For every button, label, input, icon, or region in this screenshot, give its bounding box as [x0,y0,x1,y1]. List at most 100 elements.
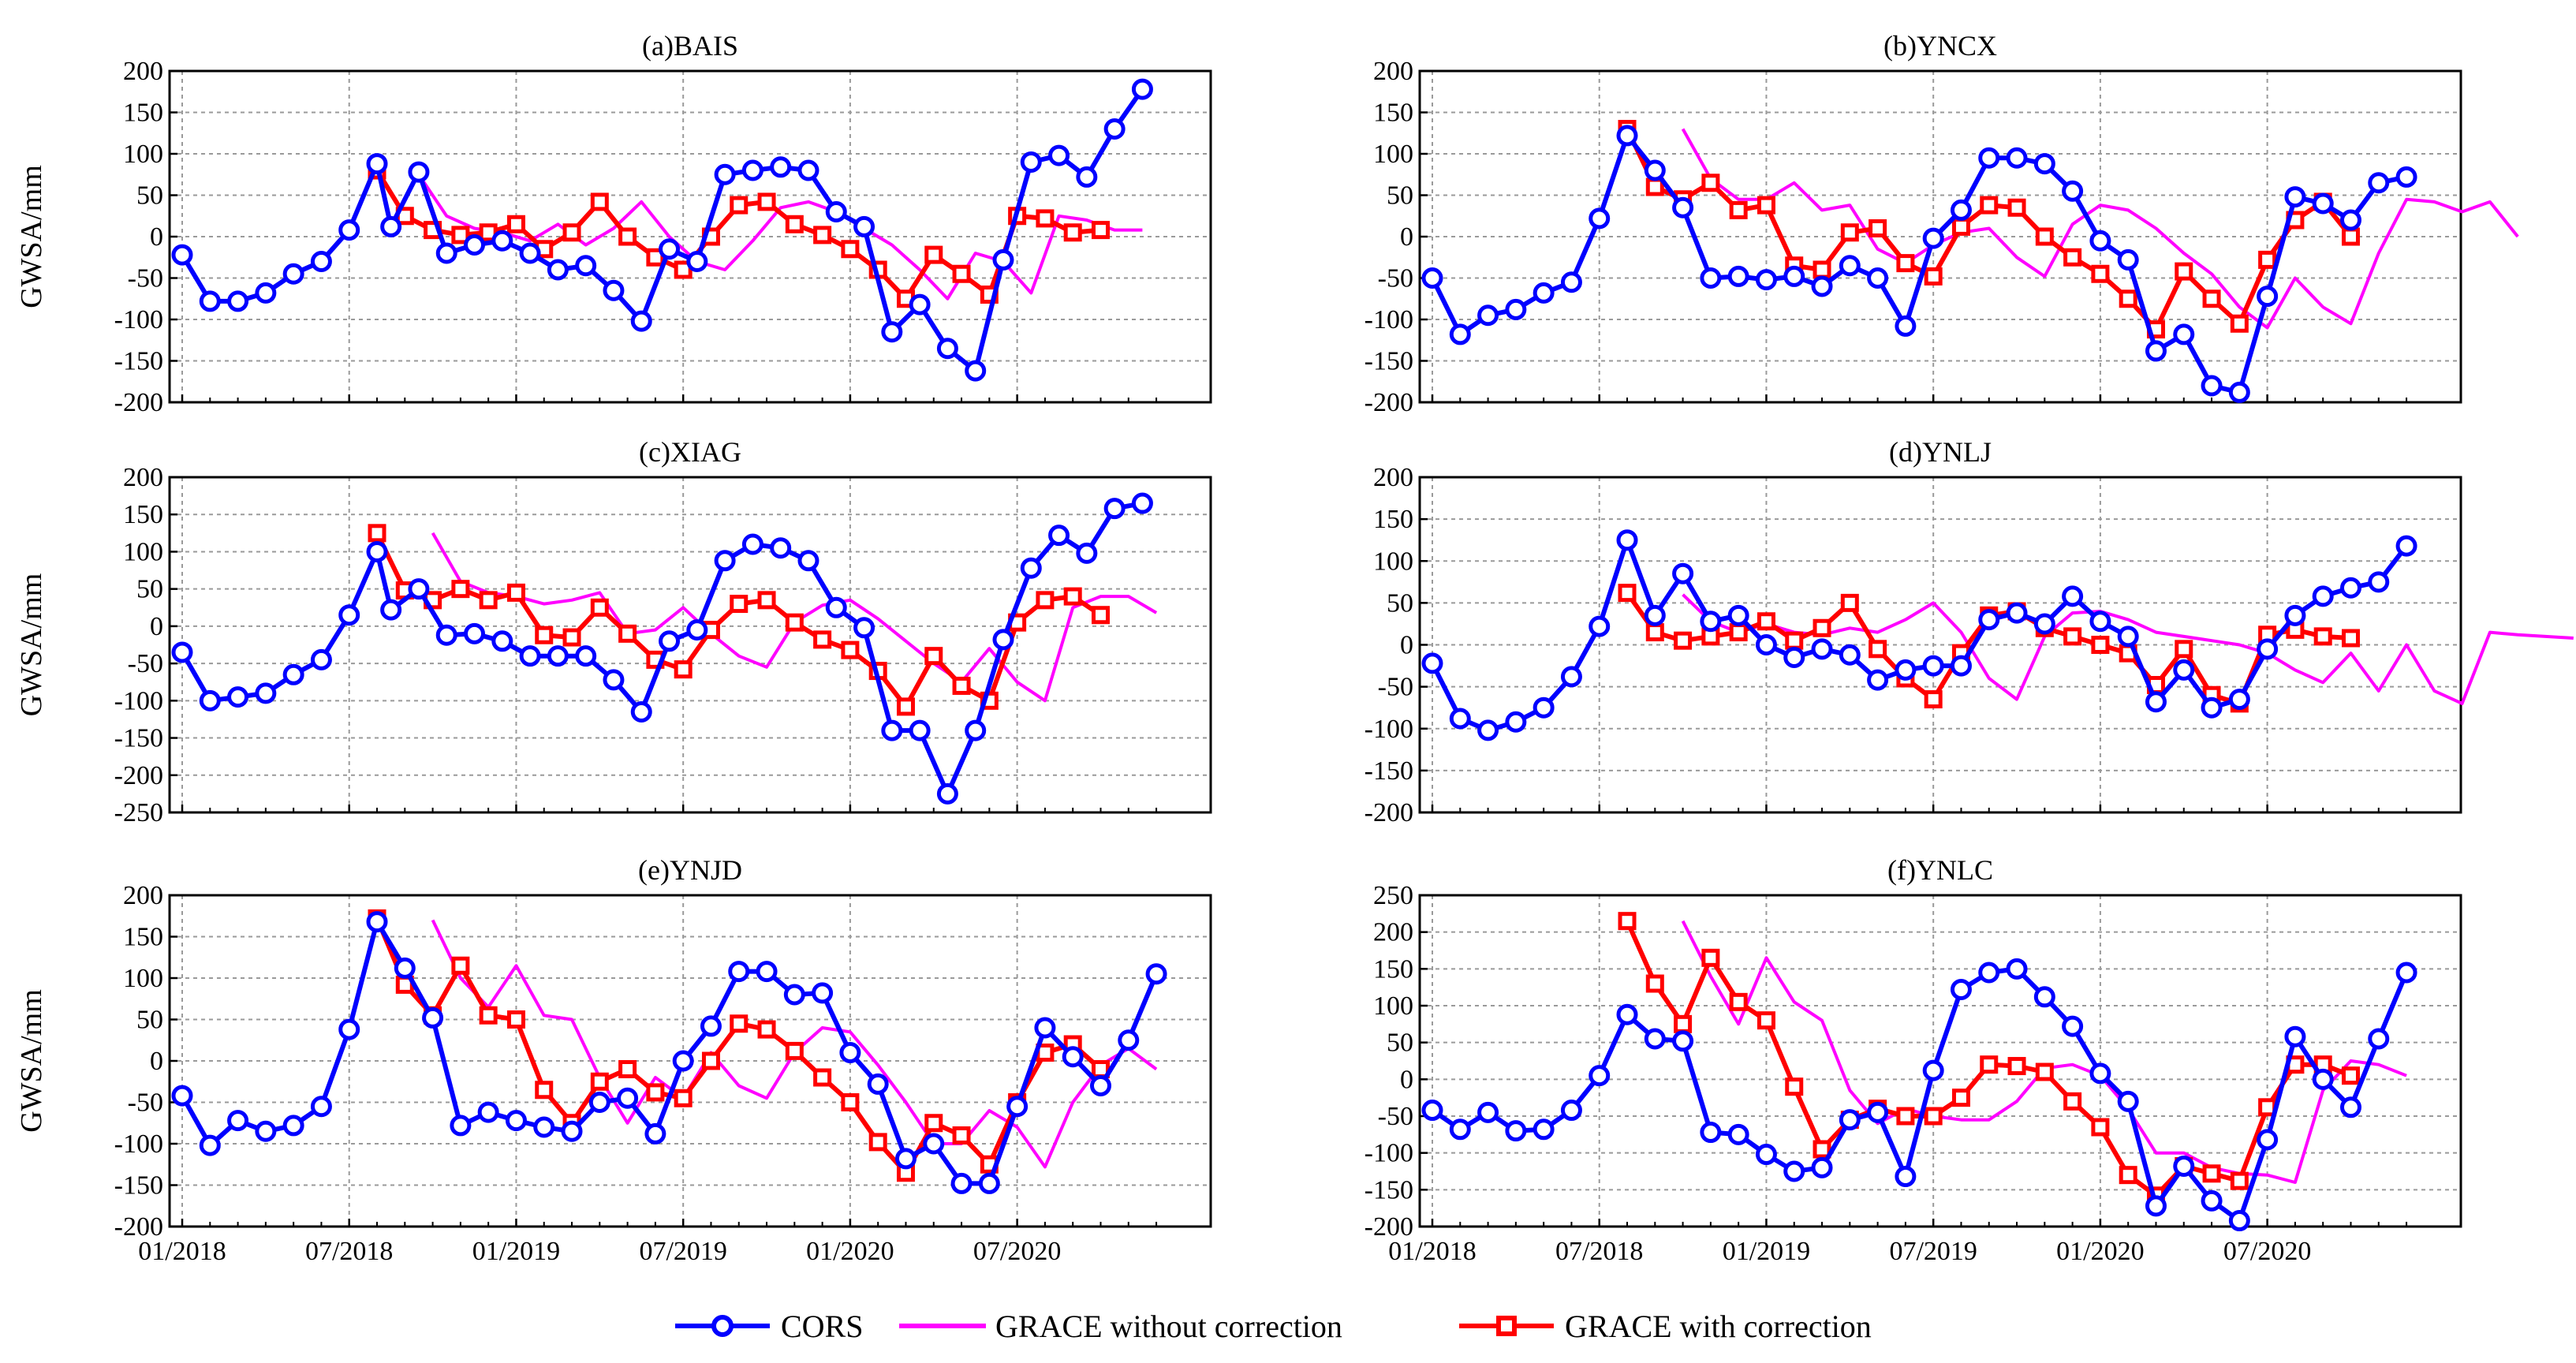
cors-point [992,629,1014,651]
cors-point [1560,271,1582,293]
cors-point [1867,267,1889,289]
cors-point [408,161,430,183]
cors-point [1020,151,1042,173]
grace-cor-point [757,192,776,211]
cors-point [617,1087,639,1109]
grace-cor-point [590,192,609,211]
legend-label-grace-cor: GRACE with correction [1565,1309,1872,1344]
cors-point [1700,1122,1722,1144]
grace-cor-point [1063,223,1082,242]
cors-point [965,360,987,382]
cors-point [1950,978,1972,1000]
cors-point [978,1172,1000,1194]
cors-point [380,215,402,237]
grace-cor-point [785,215,804,233]
cors-point [2201,375,2223,397]
grace-cor-point [1674,1014,1693,1033]
cors-point [575,255,597,277]
cors-point [659,238,681,260]
grace-cor-point [1674,631,1693,650]
grace-cor-point [1924,267,1943,286]
grace-cor-point [1701,174,1720,192]
cors-point [839,1042,861,1063]
plot-frame [1418,894,2462,1228]
grace-cor-point [1924,690,1943,709]
cors-point [1811,275,1833,297]
cors-point [199,290,221,312]
series-grace-raw-line [1682,593,2574,705]
grace-cor-point [952,264,971,283]
y-tick-label: -200 [114,761,163,790]
cors-point [2312,585,2334,607]
cors-point [227,686,249,708]
cors-point [2368,172,2390,194]
cors-point [2257,286,2279,308]
cors-point [1616,529,1638,551]
cors-point [199,1134,221,1156]
cors-point [2228,381,2250,403]
y-tick-label: 100 [123,537,163,566]
legend-item-grace-raw: GRACE without correction [899,1309,1342,1344]
y-tick-label: -200 [114,388,163,417]
grace-cor-point [1951,1089,1970,1107]
cors-point [2173,323,2195,345]
cors-point [1131,78,1153,100]
cors-point [1449,1118,1471,1141]
y-tick-label: 200 [123,57,163,86]
y-tick-label: -200 [1365,798,1413,827]
cors-point [2145,691,2167,713]
legend-box [659,1303,1953,1347]
cors-point [464,234,486,256]
cors-point [1616,125,1638,147]
grace-cor-point [924,245,943,264]
grace-cor-point [1813,618,1831,637]
y-tick-label: 150 [123,923,163,952]
cors-point [171,641,193,663]
y-tick-label: -150 [1365,756,1413,786]
cors-point [1755,269,1777,291]
grace-cor-point [646,248,665,267]
cors-point [783,984,805,1006]
cors-point [1978,609,2000,631]
y-tick-label: 50 [1387,181,1413,211]
y-tick-label: 0 [150,612,163,641]
series-grace-raw-line [1681,128,2519,330]
cors-point [686,251,708,272]
series-grace-raw-line [417,174,1143,301]
cors-point [2257,638,2279,660]
legend-label-grace-raw: GRACE without correction [995,1309,1342,1344]
x-tick-label: 01/2020 [2056,1237,2144,1266]
y-tick-label: 0 [1400,631,1413,660]
grace-cor-point [674,1089,693,1107]
cors-point [2395,962,2417,984]
grace-cor-point [562,223,581,242]
grace-cor-point [701,1051,720,1070]
cors-point [477,1101,499,1123]
cors-point [770,156,792,178]
cors-point [2228,689,2250,711]
grace-cor-point [2202,1164,2221,1183]
grace-cor-point [813,1068,832,1087]
cors-point [2312,192,2334,215]
grace-cor-point [1063,587,1082,606]
panel-1: -200 -150 -100 -50 0 50 100 150 200 (b)YNCX [1365,30,2519,417]
cors-point [408,578,430,600]
cors-point [171,244,193,266]
y-tick-label: 200 [1373,918,1413,947]
cors-point [338,219,360,241]
grace-cor-point [2063,627,2082,646]
cors-point [1811,1156,1833,1178]
cors-point [1533,696,1555,719]
y-tick-label: 0 [1400,222,1413,252]
grace-cor-point [618,227,637,246]
grace-cor-point [813,630,832,649]
cors-point [2339,1096,2361,1118]
cors-point [1589,615,1611,637]
cors-point [1449,708,1471,730]
y-tick-label: 100 [123,140,163,169]
grace-cor-point [841,1093,860,1111]
panel-5: -200 -150 -100 -50 0 50 100 150 200 250 01/2018 07/… [1365,854,2462,1266]
legend-item-grace-cor: GRACE with correction [1459,1309,1872,1344]
panel-4: -200 -150 -100 -50 0 50 100 150 200 01/2018 07/201… [15,854,1212,1266]
grace-cor-point [2258,250,2277,269]
